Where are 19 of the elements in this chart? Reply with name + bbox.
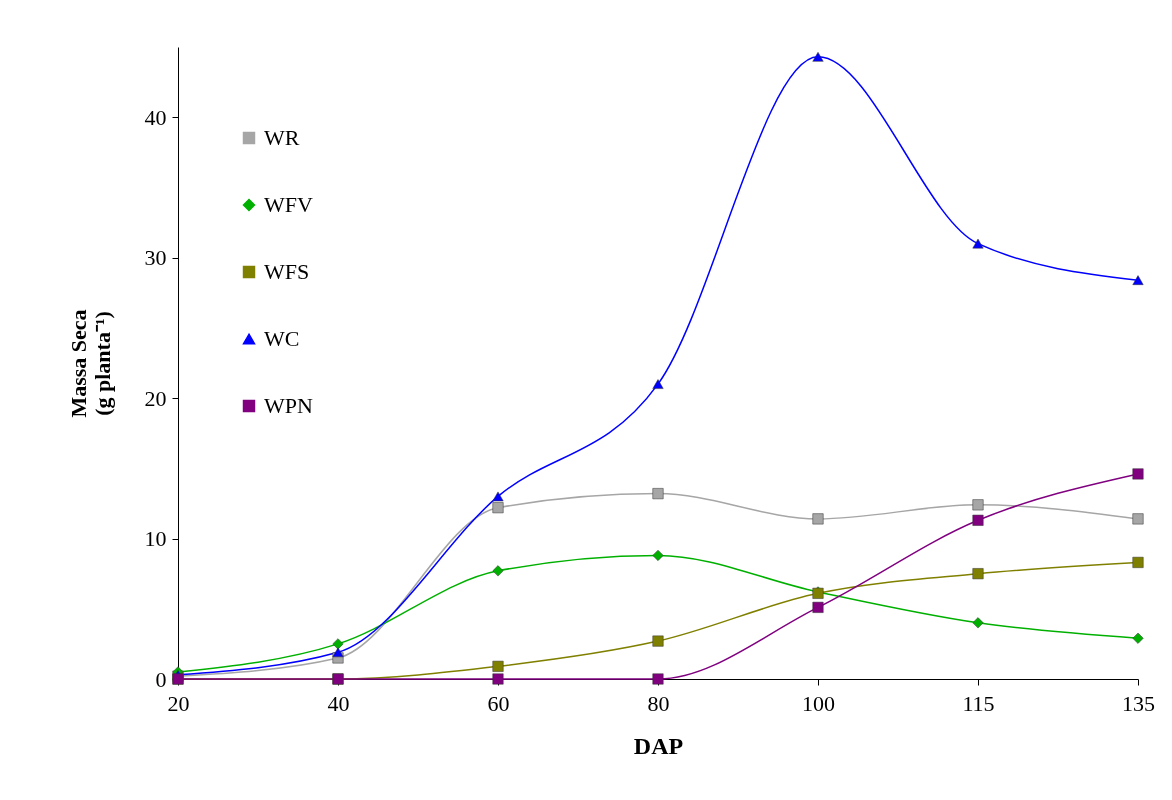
y-axis-title: Massa Seca (g planta⁻¹) <box>65 309 115 418</box>
y-tick-label: 30 <box>144 245 167 271</box>
legend-label: WPN <box>264 393 313 418</box>
y-tick-label: 0 <box>155 666 167 692</box>
x-tick-label: 20 <box>167 690 190 716</box>
x-tick-label: 60 <box>487 690 510 716</box>
y-tick-label: 40 <box>144 104 167 130</box>
x-tick-label: 40 <box>327 690 350 716</box>
y-tick-label: 10 <box>144 526 167 552</box>
x-tick-label: 100 <box>802 690 835 716</box>
legend-label: WR <box>264 125 300 150</box>
x-tick-label: 135 <box>1122 690 1155 716</box>
legend-label: WC <box>264 326 300 351</box>
legend-label: WFV <box>264 192 313 217</box>
legend-label: WFS <box>264 259 310 284</box>
x-axis-title: DAP <box>633 732 684 759</box>
x-tick-label: 115 <box>962 690 995 716</box>
x-tick-label: 80 <box>647 690 670 716</box>
y-tick-label: 20 <box>144 385 167 411</box>
